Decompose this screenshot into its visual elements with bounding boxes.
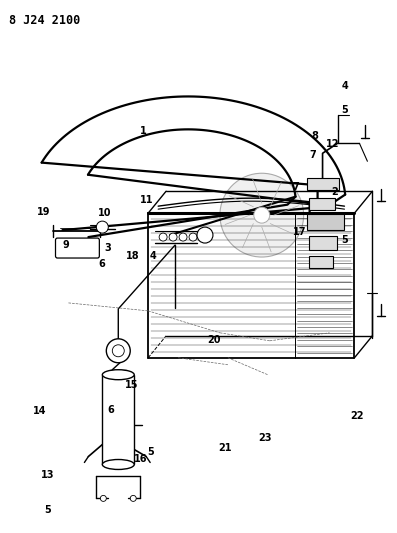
Text: 5: 5 xyxy=(44,505,51,515)
Text: 3: 3 xyxy=(104,243,111,253)
Text: 5: 5 xyxy=(341,104,348,115)
Text: 19: 19 xyxy=(37,207,50,217)
Circle shape xyxy=(106,339,130,363)
Text: 8: 8 xyxy=(312,131,319,141)
FancyBboxPatch shape xyxy=(308,236,337,250)
FancyBboxPatch shape xyxy=(306,178,339,190)
Text: 9: 9 xyxy=(63,240,69,250)
Circle shape xyxy=(112,345,124,357)
FancyBboxPatch shape xyxy=(56,238,99,258)
Circle shape xyxy=(169,233,177,241)
Text: 4: 4 xyxy=(341,81,348,91)
Text: 2: 2 xyxy=(331,187,338,197)
Text: 15: 15 xyxy=(125,379,138,390)
Circle shape xyxy=(197,227,213,243)
Circle shape xyxy=(254,207,270,223)
Text: 14: 14 xyxy=(33,406,46,416)
Text: 7: 7 xyxy=(292,182,299,192)
Text: 20: 20 xyxy=(207,335,220,345)
Text: 23: 23 xyxy=(258,433,272,443)
Text: 6: 6 xyxy=(107,405,114,415)
Circle shape xyxy=(189,233,197,241)
Text: 22: 22 xyxy=(350,411,364,422)
Text: 18: 18 xyxy=(125,251,139,261)
Circle shape xyxy=(159,233,167,241)
Circle shape xyxy=(96,221,108,233)
Circle shape xyxy=(130,495,136,502)
FancyBboxPatch shape xyxy=(306,214,345,230)
Text: 11: 11 xyxy=(140,195,154,205)
Ellipse shape xyxy=(102,370,134,379)
Circle shape xyxy=(100,495,106,502)
Text: 5: 5 xyxy=(148,447,154,456)
Text: 6: 6 xyxy=(98,259,105,269)
Text: 8 J24 2100: 8 J24 2100 xyxy=(9,14,80,27)
Text: 1: 1 xyxy=(140,126,146,136)
Circle shape xyxy=(220,173,304,257)
Text: 13: 13 xyxy=(40,470,54,480)
Text: 7: 7 xyxy=(310,150,316,160)
Text: 12: 12 xyxy=(326,139,340,149)
Text: 10: 10 xyxy=(98,208,112,219)
Text: 17: 17 xyxy=(293,227,306,237)
FancyBboxPatch shape xyxy=(308,198,335,210)
Text: 5: 5 xyxy=(341,235,348,245)
Ellipse shape xyxy=(102,459,134,470)
Text: 16: 16 xyxy=(135,454,148,464)
Circle shape xyxy=(179,233,187,241)
Text: 4: 4 xyxy=(150,251,156,261)
FancyBboxPatch shape xyxy=(308,256,333,268)
Text: 21: 21 xyxy=(219,443,232,453)
Bar xyxy=(102,375,134,464)
